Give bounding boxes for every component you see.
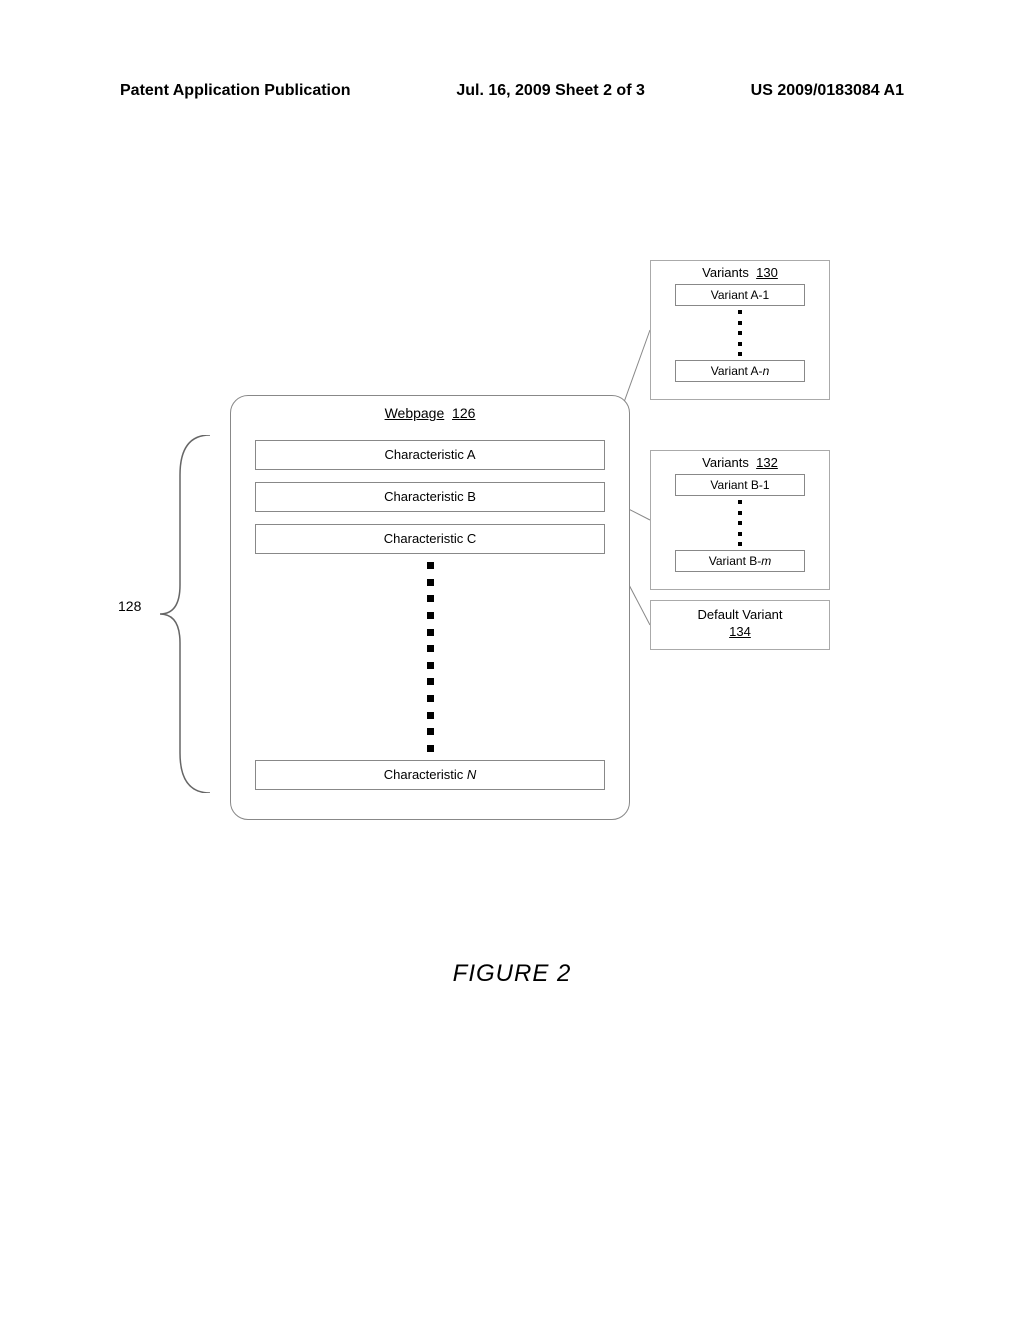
variants-a-title-text: Variants [702, 265, 749, 280]
variants-b-title-text: Variants [702, 455, 749, 470]
variants-b-title: Variants 132 [651, 455, 829, 470]
header-right: US 2009/0183084 A1 [751, 82, 904, 100]
figure-caption: FIGURE 2 [0, 960, 1024, 988]
characteristic-n-prefix: Characteristic [384, 767, 467, 782]
ellipsis-variants-b [735, 500, 745, 546]
variant-a-last-prefix: Variant A- [711, 364, 763, 378]
webpage-title-text: Webpage [385, 405, 445, 421]
variant-a-first: Variant A-1 [675, 284, 805, 306]
page-header: Patent Application Publication Jul. 16, … [120, 82, 904, 100]
ellipsis-characteristics [420, 562, 440, 752]
variants-a-title: Variants 130 [651, 265, 829, 280]
characteristic-n: Characteristic N [255, 760, 605, 790]
characteristic-n-var: N [467, 767, 476, 782]
variant-b-last-prefix: Variant B- [709, 554, 761, 568]
characteristic-a: Characteristic A [255, 440, 605, 470]
figure-diagram: 128 Webpage 126 Characteristic A Charact… [100, 260, 920, 900]
group-ref-label: 128 [118, 598, 141, 614]
brace-128 [155, 435, 215, 793]
variant-b-last-var: m [761, 554, 771, 568]
variant-a-last-var: n [763, 364, 770, 378]
variants-b-ref: 132 [756, 455, 778, 470]
header-center: Jul. 16, 2009 Sheet 2 of 3 [456, 82, 645, 100]
variant-a-last: Variant A-n [675, 360, 805, 382]
variant-b-first: Variant B-1 [675, 474, 805, 496]
header-left: Patent Application Publication [120, 82, 351, 100]
webpage-title: Webpage 126 [230, 405, 630, 421]
default-variant-label: Default Variant [651, 607, 829, 622]
variants-b-box: Variants 132 Variant B-1 Variant B-m [650, 450, 830, 590]
variants-a-ref: 130 [756, 265, 778, 280]
variant-b-last: Variant B-m [675, 550, 805, 572]
variants-a-box: Variants 130 Variant A-1 Variant A-n [650, 260, 830, 400]
ellipsis-variants-a [735, 310, 745, 356]
webpage-title-ref: 126 [452, 405, 475, 421]
characteristic-c: Characteristic C [255, 524, 605, 554]
default-variant-box: Default Variant 134 [650, 600, 830, 650]
default-variant-ref: 134 [729, 624, 751, 639]
characteristic-b: Characteristic B [255, 482, 605, 512]
